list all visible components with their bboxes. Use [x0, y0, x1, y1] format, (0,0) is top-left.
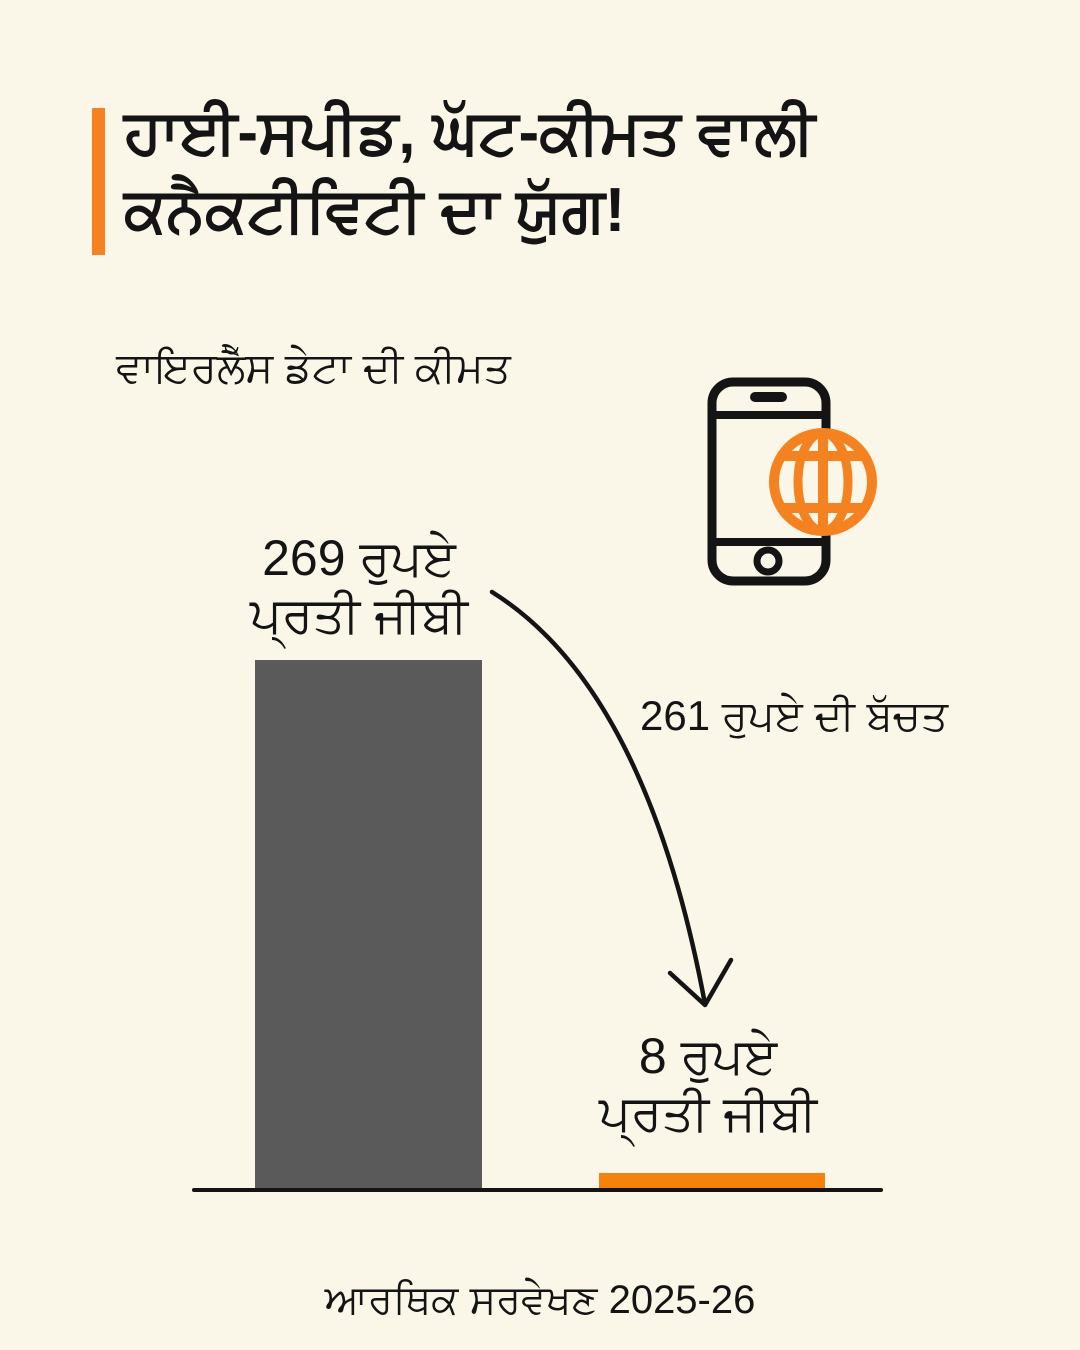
bar-old-price-unit: ਪ੍ਰਤੀ ਜੀਬੀ — [249, 587, 469, 643]
bar-new-price — [599, 1173, 825, 1190]
bar-old-price-label: 269 ਰੁਪਏ ਪ੍ਰਤੀ ਜੀਬੀ — [228, 530, 490, 644]
chart-baseline — [192, 1188, 883, 1192]
globe-icon — [769, 428, 877, 536]
bar-new-price-unit: ਪ੍ਰਤੀ ਜੀਬੀ — [598, 1085, 818, 1141]
bar-old-price-value: 269 ਰੁਪਏ — [262, 530, 456, 586]
page-title-line1: ਹਾਈ-ਸਪੀਡ, ਘੱਟ-ਕੀਮਤ ਵਾਲੀ — [124, 98, 815, 167]
savings-arrow — [489, 589, 734, 1008]
page-title-line2: ਕਨੈਕਟੀਵਿਟੀ ਦਾ ਯੁੱਗ! — [124, 176, 626, 245]
savings-label: 261 ਰੁਪਏ ਦੀ ਬੱਚਤ — [640, 692, 948, 739]
footer-source: ਆਰਥਿਕ ਸਰਵੇਖਣ 2025-26 — [324, 1278, 756, 1322]
bar-old-price — [255, 660, 482, 1190]
page-title: ਹਾਈ-ਸਪੀਡ, ਘੱਟ-ਕੀਮਤ ਵਾਲੀ ਕਨੈਕਟੀਵਿਟੀ ਦਾ ਯੁ… — [124, 94, 1004, 250]
smartphone-icon — [707, 377, 831, 586]
bar-new-price-label: 8 ਰੁਪਏ ਪ੍ਰਤੀ ਜੀਬੀ — [577, 1028, 839, 1142]
phone-globe-icon — [707, 377, 877, 586]
bar-new-price-value: 8 ਰੁਪਏ — [638, 1028, 778, 1084]
title-accent-bar — [92, 108, 105, 255]
chart-subtitle: ਵਾਇਰਲੈੱਸ ਡੇਟਾ ਦੀ ਕੀਮਤ — [116, 344, 511, 391]
